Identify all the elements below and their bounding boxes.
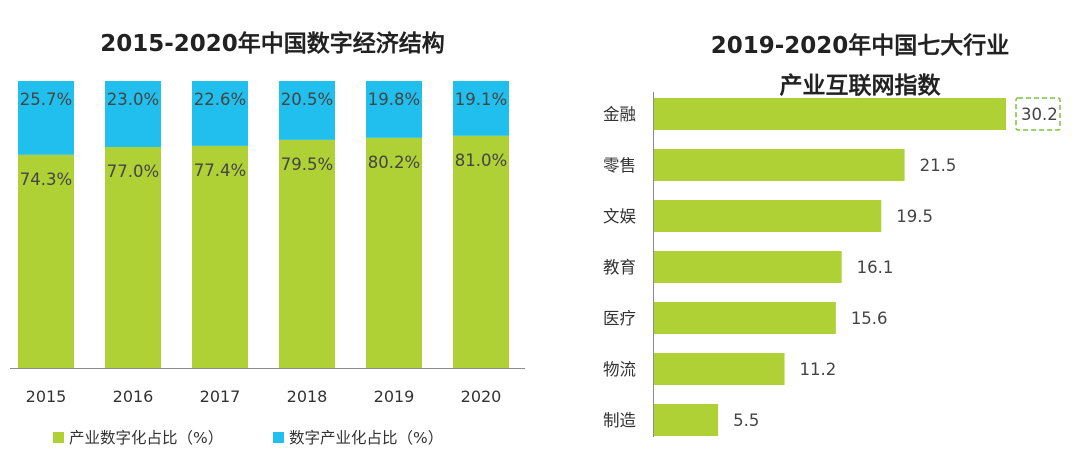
bar-digital-industrialization-2018 <box>279 81 335 140</box>
y-tick-label-5: 物流 <box>603 360 636 379</box>
bar-industrial-digitalization-2016 <box>105 147 161 368</box>
bar-digital-industrialization-2017 <box>192 81 248 146</box>
y-tick-label-4: 医疗 <box>603 309 636 328</box>
y-tick-label-0: 金融 <box>603 105 636 124</box>
bar-digital-industrialization-2019 <box>366 81 422 138</box>
data-label-digital-industrialization-2017: 22.6% <box>194 90 246 109</box>
y-tick-label-3: 教育 <box>603 258 636 277</box>
stacked-chart-title: 2015-2020年中国数字经济结构 <box>100 31 445 57</box>
x-tick-label-2019: 2019 <box>374 387 415 406</box>
y-tick-label-6: 制造 <box>603 411 637 430</box>
hbar-1 <box>654 149 905 181</box>
x-tick-label-2017: 2017 <box>200 387 241 406</box>
data-label-industrial-digitalization-2016: 77.0% <box>107 162 159 181</box>
hbar-value-label-4: 15.6 <box>851 309 888 328</box>
x-tick-label-2015: 2015 <box>26 387 67 406</box>
hbar-value-label-3: 16.1 <box>857 258 894 277</box>
legend-swatch-green <box>53 431 64 443</box>
x-tick-label-2016: 2016 <box>113 387 154 406</box>
data-label-digital-industrialization-2018: 20.5% <box>281 90 333 109</box>
bar-digital-industrialization-2020 <box>453 81 509 136</box>
x-tick-label-2020: 2020 <box>461 387 502 406</box>
hbar-value-label-1: 21.5 <box>920 156 957 175</box>
legend-item-digital-industrialization: 数字产业化占比（%） <box>273 426 443 448</box>
highlight-box <box>1015 97 1061 131</box>
data-label-digital-industrialization-2015: 25.7% <box>20 90 72 109</box>
bar-industrial-digitalization-2017 <box>192 145 248 368</box>
legend-label: 数字产业化占比（%） <box>289 429 444 447</box>
data-label-digital-industrialization-2016: 23.0% <box>107 90 159 109</box>
hbar-chart-title-line1: 2019-2020年中国七大行业 <box>710 33 1010 59</box>
hbar-2 <box>654 200 882 232</box>
hbar-value-label-2: 19.5 <box>896 207 933 226</box>
bar-digital-industrialization-2015 <box>18 81 74 155</box>
y-tick-label-1: 零售 <box>603 156 636 175</box>
hbar-4 <box>654 302 836 334</box>
hbar-0 <box>654 98 1006 130</box>
data-label-digital-industrialization-2019: 19.8% <box>368 90 420 109</box>
data-label-industrial-digitalization-2017: 77.4% <box>194 161 246 180</box>
legend-label: 产业数字化占比（%） <box>69 429 224 447</box>
bar-industrial-digitalization-2019 <box>366 137 422 368</box>
hbar-chart-title-line2: 产业互联网指数 <box>779 73 941 99</box>
bar-digital-industrialization-2016 <box>105 81 161 148</box>
hbar-3 <box>654 251 842 283</box>
hbar-value-label-0: 30.2 <box>1021 105 1058 124</box>
hbar-5 <box>654 353 785 385</box>
x-tick-label-2018: 2018 <box>287 387 328 406</box>
data-label-industrial-digitalization-2015: 74.3% <box>20 170 72 189</box>
data-label-digital-industrialization-2020: 19.1% <box>455 90 507 109</box>
legend-swatch-cyan <box>273 431 284 443</box>
legend-item-industrial-digitalization: 产业数字化占比（%） <box>53 426 223 448</box>
hbar-value-label-5: 11.2 <box>800 360 837 379</box>
bar-industrial-digitalization-2018 <box>279 139 335 368</box>
bar-industrial-digitalization-2020 <box>453 135 509 368</box>
y-tick-label-2: 文娱 <box>603 207 636 226</box>
data-label-industrial-digitalization-2020: 81.0% <box>455 151 507 170</box>
hbar-6 <box>654 404 719 436</box>
data-label-industrial-digitalization-2018: 79.5% <box>281 155 333 174</box>
hbar-value-label-6: 5.5 <box>733 411 759 430</box>
data-label-industrial-digitalization-2019: 80.2% <box>368 153 420 172</box>
bar-industrial-digitalization-2015 <box>18 154 74 368</box>
